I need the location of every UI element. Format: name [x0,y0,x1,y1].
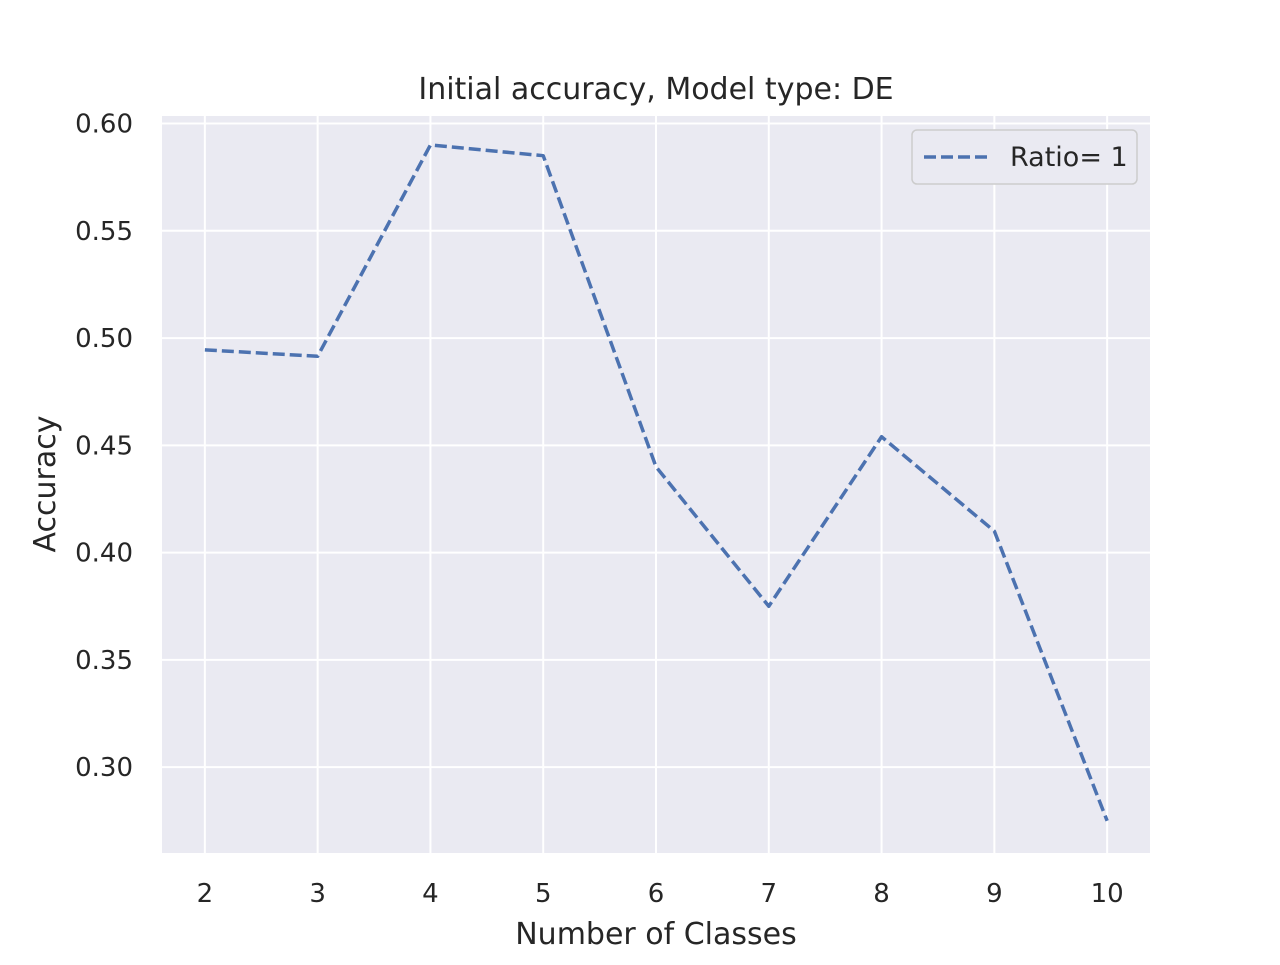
y-tick-label: 0.60 [75,110,133,140]
y-tick-label: 0.45 [75,431,133,461]
y-tick-labels: 0.30 0.35 0.40 0.45 0.50 0.55 0.60 [75,110,133,784]
series-line [204,143,1109,822]
y-tick-label: 0.50 [75,324,133,354]
y-axis-label: Accuracy [28,416,63,553]
legend: Ratio= 1 [911,129,1138,185]
x-tick-label: 8 [873,879,890,909]
y-tick-label: 0.35 [75,646,133,676]
x-tick-label: 9 [986,879,1003,909]
x-tick-label: 7 [761,879,778,909]
series-layer [204,143,1109,822]
legend-label: Ratio= 1 [1010,142,1128,173]
x-tick-labels: 2 3 4 5 6 7 8 9 10 [197,879,1124,909]
x-axis-label: Number of Classes [515,917,797,952]
grid-lines [162,116,1150,853]
chart-title: Initial accuracy, Model type: DE [418,72,893,107]
x-tick-label: 6 [648,879,665,909]
y-tick-label: 0.55 [75,217,133,247]
y-tick-label: 0.30 [75,753,133,783]
x-tick-label: 3 [309,879,326,909]
x-tick-label: 4 [422,879,439,909]
x-tick-label: 5 [535,879,552,909]
y-tick-label: 0.40 [75,539,133,569]
x-tick-label: 10 [1091,879,1124,909]
x-tick-label: 2 [197,879,214,909]
legend-box [911,129,1138,185]
